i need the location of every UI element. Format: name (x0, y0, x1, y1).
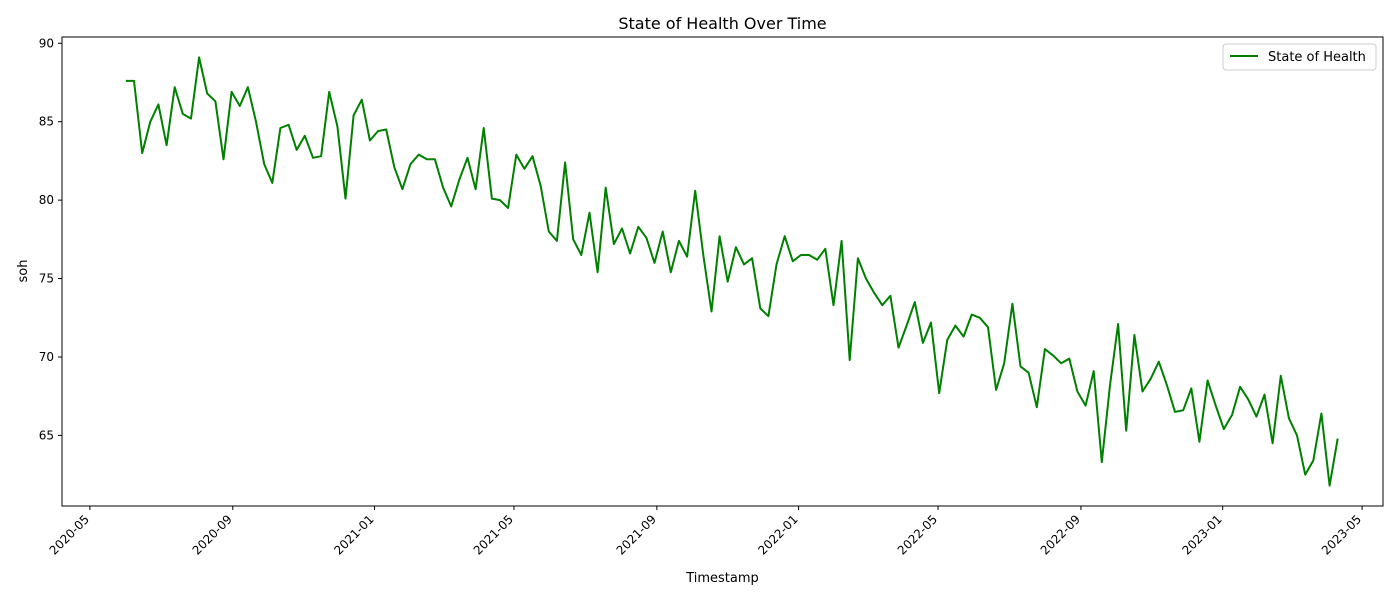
y-axis-label: soh (16, 260, 31, 283)
x-axis-ticks: 2020-05 2020-09 2021-01 2021-05 2021-09 2022-… (47, 506, 1364, 558)
plot-area (125, 56, 1339, 487)
x-tick-label: 2021-01 (331, 512, 376, 557)
legend-entry-label: State of Health (1268, 50, 1366, 65)
x-tick-label: 2020-09 (190, 512, 235, 557)
x-tick-label: 2022-09 (1038, 512, 1083, 557)
x-tick-label: 2020-05 (47, 512, 92, 557)
x-tick-label: 2023-05 (1319, 512, 1364, 557)
series-line (125, 56, 1339, 487)
chart-title: State of Health Over Time (618, 14, 826, 33)
x-tick-label: 2022-01 (755, 512, 800, 557)
y-tick-label: 80 (39, 193, 54, 207)
y-tick-label: 65 (39, 428, 54, 442)
x-axis-label: Timestamp (685, 571, 759, 586)
x-tick-label: 2021-05 (471, 512, 516, 557)
x-tick-label: 2023-01 (1179, 512, 1224, 557)
x-tick-label: 2021-09 (614, 512, 659, 557)
x-tick-label: 2022-05 (895, 512, 940, 557)
y-tick-label: 85 (39, 115, 54, 129)
y-axis-ticks: 65 70 75 80 85 90 (39, 36, 62, 442)
y-tick-label: 75 (39, 272, 54, 286)
legend: State of Health (1222, 43, 1377, 71)
legend-box (1222, 43, 1377, 71)
plot-frame (61, 36, 1384, 507)
y-tick-label: 70 (39, 350, 54, 364)
y-tick-label: 90 (39, 36, 54, 50)
